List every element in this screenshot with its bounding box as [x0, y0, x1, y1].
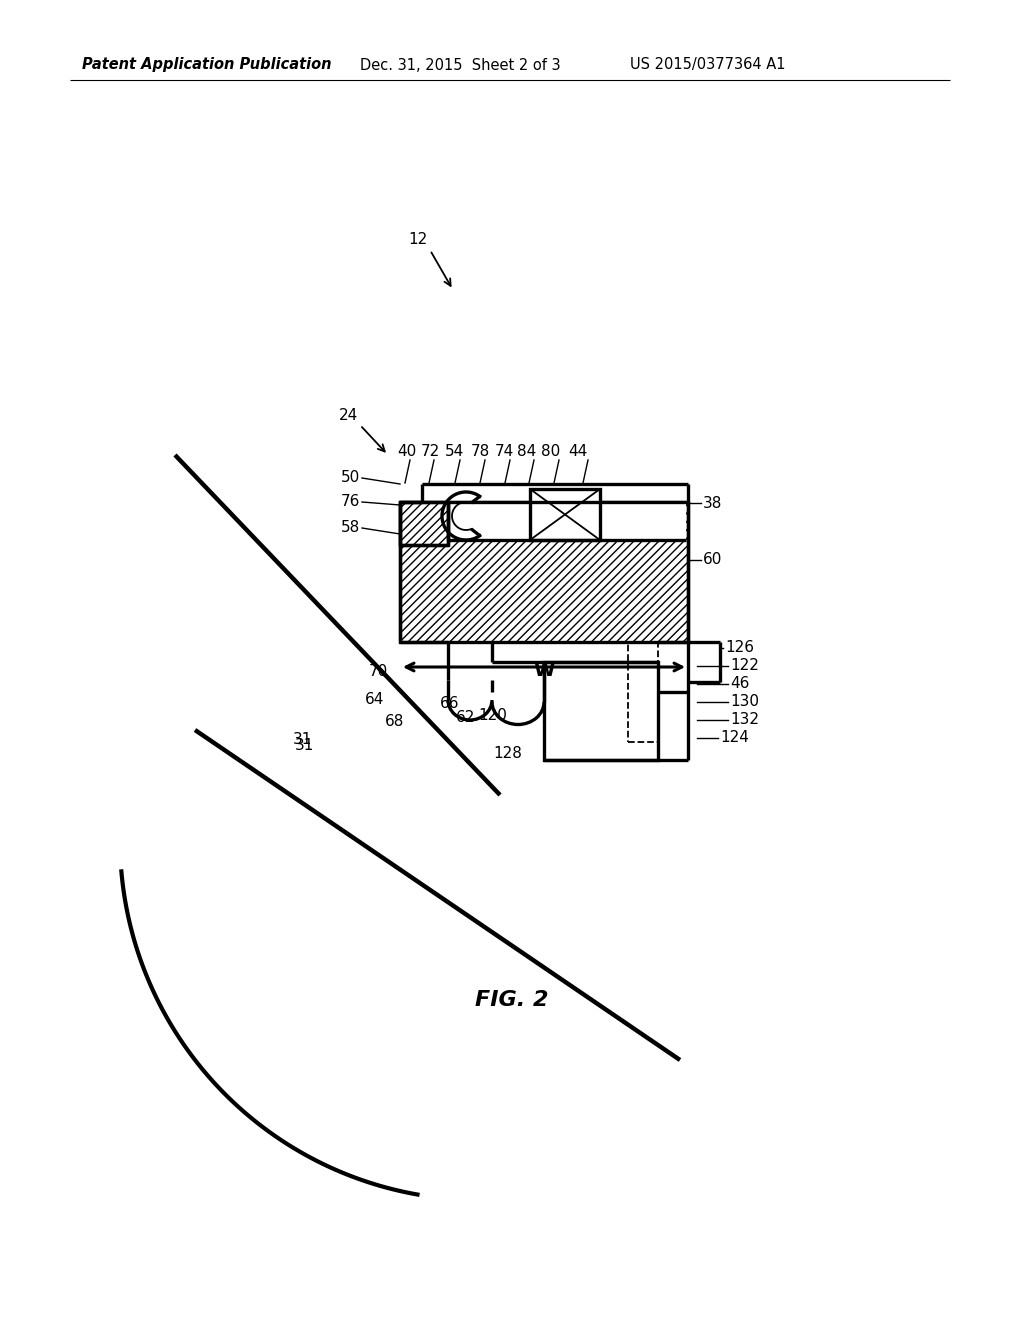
Text: 58: 58 — [340, 520, 359, 536]
Text: 60: 60 — [703, 553, 722, 568]
Bar — [544, 663, 658, 760]
Text: 62: 62 — [457, 710, 476, 725]
Text: FIG. 2: FIG. 2 — [475, 990, 549, 1010]
Bar — [628, 642, 658, 742]
Bar — [530, 488, 600, 540]
Text: W: W — [534, 661, 555, 681]
Text: 80: 80 — [542, 445, 560, 459]
Text: 124: 124 — [720, 730, 749, 746]
Text: 54: 54 — [445, 445, 465, 459]
Text: Dec. 31, 2015  Sheet 2 of 3: Dec. 31, 2015 Sheet 2 of 3 — [360, 58, 560, 73]
Text: 50: 50 — [340, 470, 359, 486]
Text: Patent Application Publication: Patent Application Publication — [82, 58, 332, 73]
Text: 76: 76 — [340, 495, 359, 510]
Bar — [400, 502, 688, 642]
Text: 46: 46 — [730, 676, 750, 692]
Text: 74: 74 — [495, 445, 514, 459]
Bar — [449, 502, 686, 540]
Text: 44: 44 — [568, 445, 588, 459]
Text: 70: 70 — [369, 664, 388, 680]
Text: 78: 78 — [470, 445, 489, 459]
Text: 31: 31 — [294, 738, 313, 752]
Text: 72: 72 — [421, 445, 439, 459]
Text: 122: 122 — [730, 659, 759, 673]
Text: 126: 126 — [725, 640, 754, 656]
Text: 24: 24 — [338, 408, 357, 422]
Text: 128: 128 — [494, 747, 522, 762]
Text: 66: 66 — [440, 696, 460, 710]
Text: 132: 132 — [730, 713, 759, 727]
Text: 12: 12 — [409, 232, 428, 248]
Text: 38: 38 — [703, 495, 722, 511]
Text: 130: 130 — [730, 694, 759, 710]
Bar — [400, 502, 449, 545]
Text: 120: 120 — [478, 709, 508, 723]
Text: US 2015/0377364 A1: US 2015/0377364 A1 — [630, 58, 785, 73]
Text: 84: 84 — [517, 445, 537, 459]
Text: 31: 31 — [293, 733, 312, 747]
Text: 40: 40 — [397, 445, 417, 459]
Text: 68: 68 — [385, 714, 404, 730]
Text: 64: 64 — [366, 693, 385, 708]
